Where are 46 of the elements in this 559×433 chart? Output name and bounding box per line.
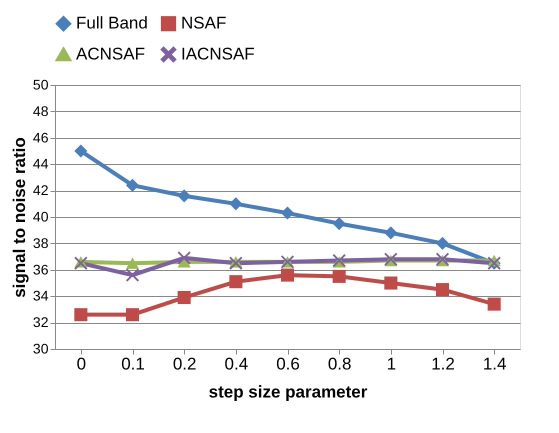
y-tick-label: 44	[32, 156, 49, 172]
legend-label: IACNSAF	[181, 44, 255, 64]
legend-label: ACNSAF	[76, 44, 145, 64]
point	[436, 283, 450, 296]
x-tick-label: 0.8	[328, 354, 352, 374]
point	[488, 298, 501, 311]
legend-label: Full Band	[76, 14, 148, 33]
y-tick-label: 36	[32, 261, 49, 278]
legend-label: NSAF	[181, 14, 226, 33]
y-tick-label: 50	[32, 76, 49, 92]
point	[126, 258, 140, 269]
y-tick-label: 46	[32, 129, 49, 146]
x-tick-label: 0.2	[172, 354, 196, 374]
point	[178, 189, 191, 202]
x-tick-label: 0.4	[224, 354, 248, 374]
y-tick-label: 32	[32, 314, 49, 330]
y-tick-label: 40	[32, 208, 49, 224]
x-axis-title: step size parameter	[208, 382, 368, 402]
y-tick-label: 38	[32, 234, 49, 251]
point	[436, 236, 450, 250]
point	[384, 226, 398, 240]
x-tick-label: 1.4	[482, 354, 506, 374]
point	[384, 276, 398, 290]
point	[332, 217, 346, 230]
y-tick-label: 48	[32, 102, 49, 119]
point	[332, 270, 346, 283]
point	[280, 268, 294, 282]
point	[126, 178, 140, 192]
x-tick-label: 1.2	[431, 354, 455, 374]
point	[229, 275, 242, 288]
point	[74, 308, 88, 322]
y-axis-title: signal to noise ratio	[10, 137, 29, 298]
point	[126, 268, 140, 282]
point	[280, 206, 294, 220]
x-tick-label: 0.6	[276, 354, 300, 374]
x-tick-label: 0.1	[121, 354, 145, 374]
x-tick-label: 0	[76, 354, 86, 374]
point	[74, 144, 88, 158]
x-tick-label: 1	[386, 354, 396, 374]
point	[126, 308, 140, 322]
y-tick-label: 30	[32, 340, 49, 356]
y-tick-label: 42	[32, 182, 49, 198]
point	[229, 197, 242, 210]
y-tick-label: 34	[32, 288, 49, 304]
point	[178, 251, 191, 264]
point	[178, 291, 191, 304]
